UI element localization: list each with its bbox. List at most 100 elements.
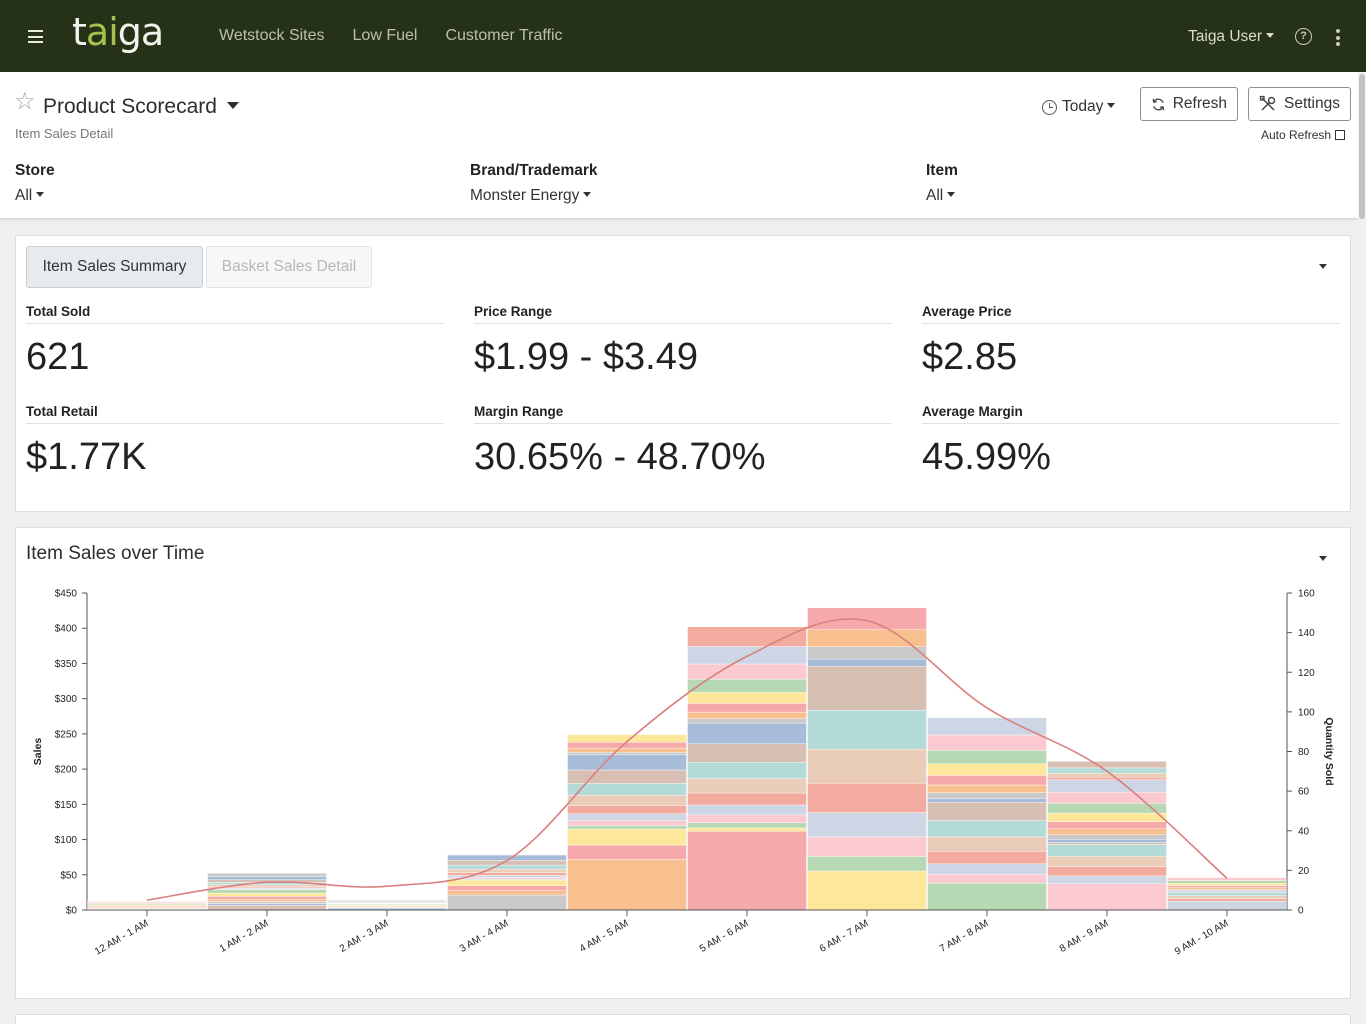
bar-segment <box>1047 828 1167 835</box>
dashboard-header <box>0 72 1358 219</box>
bar-segment <box>207 903 327 906</box>
bar-segment <box>687 663 807 680</box>
page-title[interactable]: Product Scorecard <box>43 95 239 119</box>
settings-label: Settings <box>1283 95 1340 112</box>
brand-dropdown[interactable]: Monster Energy <box>470 187 598 205</box>
y-tick-label: $100 <box>55 835 78 846</box>
bar-segment <box>1047 834 1167 840</box>
bar-segment <box>807 870 927 911</box>
taiga-logo[interactable]: taiga <box>72 10 164 54</box>
bar-segment <box>927 863 1047 875</box>
x-tick-label: 7 AM - 8 AM <box>938 918 991 955</box>
refresh-button[interactable]: Refresh <box>1140 87 1238 121</box>
bar-segment <box>1167 887 1287 890</box>
metric-label: Total Sold <box>26 304 444 324</box>
bar-segment <box>687 831 807 911</box>
bar-segment <box>1167 889 1287 892</box>
bar-segment <box>687 762 807 779</box>
tab-basket-sales-detail[interactable]: Basket Sales Detail <box>206 246 372 288</box>
bar-segment <box>927 802 1047 821</box>
bar-segment <box>1047 761 1167 769</box>
bar-segment <box>1047 821 1167 830</box>
nav-link-customer-traffic[interactable]: Customer Traffic <box>445 27 563 44</box>
auto-refresh-toggle: Auto Refresh <box>1261 128 1346 142</box>
more-vertical-icon[interactable] <box>1336 29 1341 49</box>
bar-segment <box>567 825 687 830</box>
card-menu-caret-icon[interactable] <box>1319 556 1327 561</box>
chevron-down-icon <box>1266 32 1275 38</box>
user-name: Taiga User <box>1188 28 1263 45</box>
y2-tick-label: 140 <box>1298 628 1315 639</box>
settings-button[interactable]: Settings <box>1248 87 1351 121</box>
tools-icon <box>1259 95 1276 111</box>
bar-segment <box>687 743 807 763</box>
bar-segment <box>567 769 687 784</box>
y2-tick-label: 20 <box>1298 866 1310 877</box>
bar-segment <box>927 874 1047 884</box>
bar-segment <box>927 763 1047 776</box>
bar-segment <box>1047 844 1167 857</box>
metric-value: 30.65% - 48.70% <box>474 436 766 478</box>
bar-segment <box>567 859 687 911</box>
metric-average-price: Average Price $2.85 <box>922 304 1340 379</box>
bar-segment <box>807 658 927 667</box>
chevron-down-icon <box>36 191 45 197</box>
bar-segment <box>1167 898 1287 902</box>
scrollbar-thumb[interactable] <box>1359 74 1365 219</box>
x-tick-label: 6 AM - 7 AM <box>818 918 871 955</box>
bar-segment <box>1167 892 1287 896</box>
filter-label: Brand/Trademark <box>470 162 598 179</box>
y2-tick-label: 80 <box>1298 747 1310 758</box>
favorite-star-icon[interactable]: ☆ <box>14 88 36 115</box>
store-dropdown[interactable]: All <box>15 187 55 205</box>
page-subtitle: Item Sales Detail <box>15 126 114 141</box>
bar-segment <box>207 896 327 900</box>
auto-refresh-checkbox[interactable] <box>1335 130 1346 140</box>
bar-segment <box>927 750 1047 765</box>
bar-segment <box>1047 812 1167 822</box>
metric-margin-range: Margin Range 30.65% - 48.70% <box>474 404 892 479</box>
bar-segment <box>687 626 807 647</box>
x-tick-label: 1 AM - 2 AM <box>218 918 271 955</box>
bar-segment <box>807 812 927 838</box>
bar-segment <box>927 851 1047 865</box>
y2-tick-label: 40 <box>1298 826 1310 837</box>
bar-segment <box>87 900 207 902</box>
filter-label: Store <box>15 162 55 179</box>
help-icon[interactable]: ? <box>1295 28 1312 45</box>
metric-value: $2.85 <box>922 336 1018 378</box>
bar-segment <box>927 820 1047 838</box>
user-menu[interactable]: Taiga User <box>1188 28 1275 46</box>
metric-label: Margin Range <box>474 404 892 424</box>
bar-segment <box>87 901 207 904</box>
bar-segment <box>807 646 927 660</box>
refresh-label: Refresh <box>1172 95 1227 112</box>
y2-tick-label: 160 <box>1298 589 1315 600</box>
y-tick-label: $200 <box>55 765 78 776</box>
bar-segment <box>447 894 567 911</box>
bar-segment <box>567 747 687 753</box>
item-dropdown[interactable]: All <box>926 187 958 205</box>
bar-segment <box>1167 880 1287 884</box>
metric-price-range: Price Range $1.99 - $3.49 <box>474 304 892 379</box>
bar-segment <box>927 775 1047 786</box>
bar-segment <box>447 864 567 870</box>
metric-label: Price Range <box>474 304 892 324</box>
time-range-dropdown[interactable]: Today <box>1042 98 1116 116</box>
bar-segment <box>807 836 927 857</box>
x-tick-label: 5 AM - 6 AM <box>698 918 751 955</box>
nav-link-low-fuel[interactable]: Low Fuel <box>352 27 418 44</box>
bar-segment <box>687 722 807 745</box>
bar-segment <box>1167 900 1287 911</box>
bar-segment <box>567 828 687 846</box>
bar-segment <box>927 734 1047 751</box>
y-tick-label: $350 <box>55 659 78 670</box>
nav-link-wetstock-sites[interactable]: Wetstock Sites <box>219 27 325 44</box>
y2-tick-label: 0 <box>1298 906 1304 917</box>
bar-segment <box>1047 875 1167 885</box>
bar-segment <box>447 879 567 886</box>
bar-segment <box>927 792 1047 799</box>
card-menu-caret-icon[interactable] <box>1319 264 1327 269</box>
tab-item-sales-summary[interactable]: Item Sales Summary <box>26 246 203 288</box>
hamburger-menu-icon[interactable] <box>28 30 43 43</box>
